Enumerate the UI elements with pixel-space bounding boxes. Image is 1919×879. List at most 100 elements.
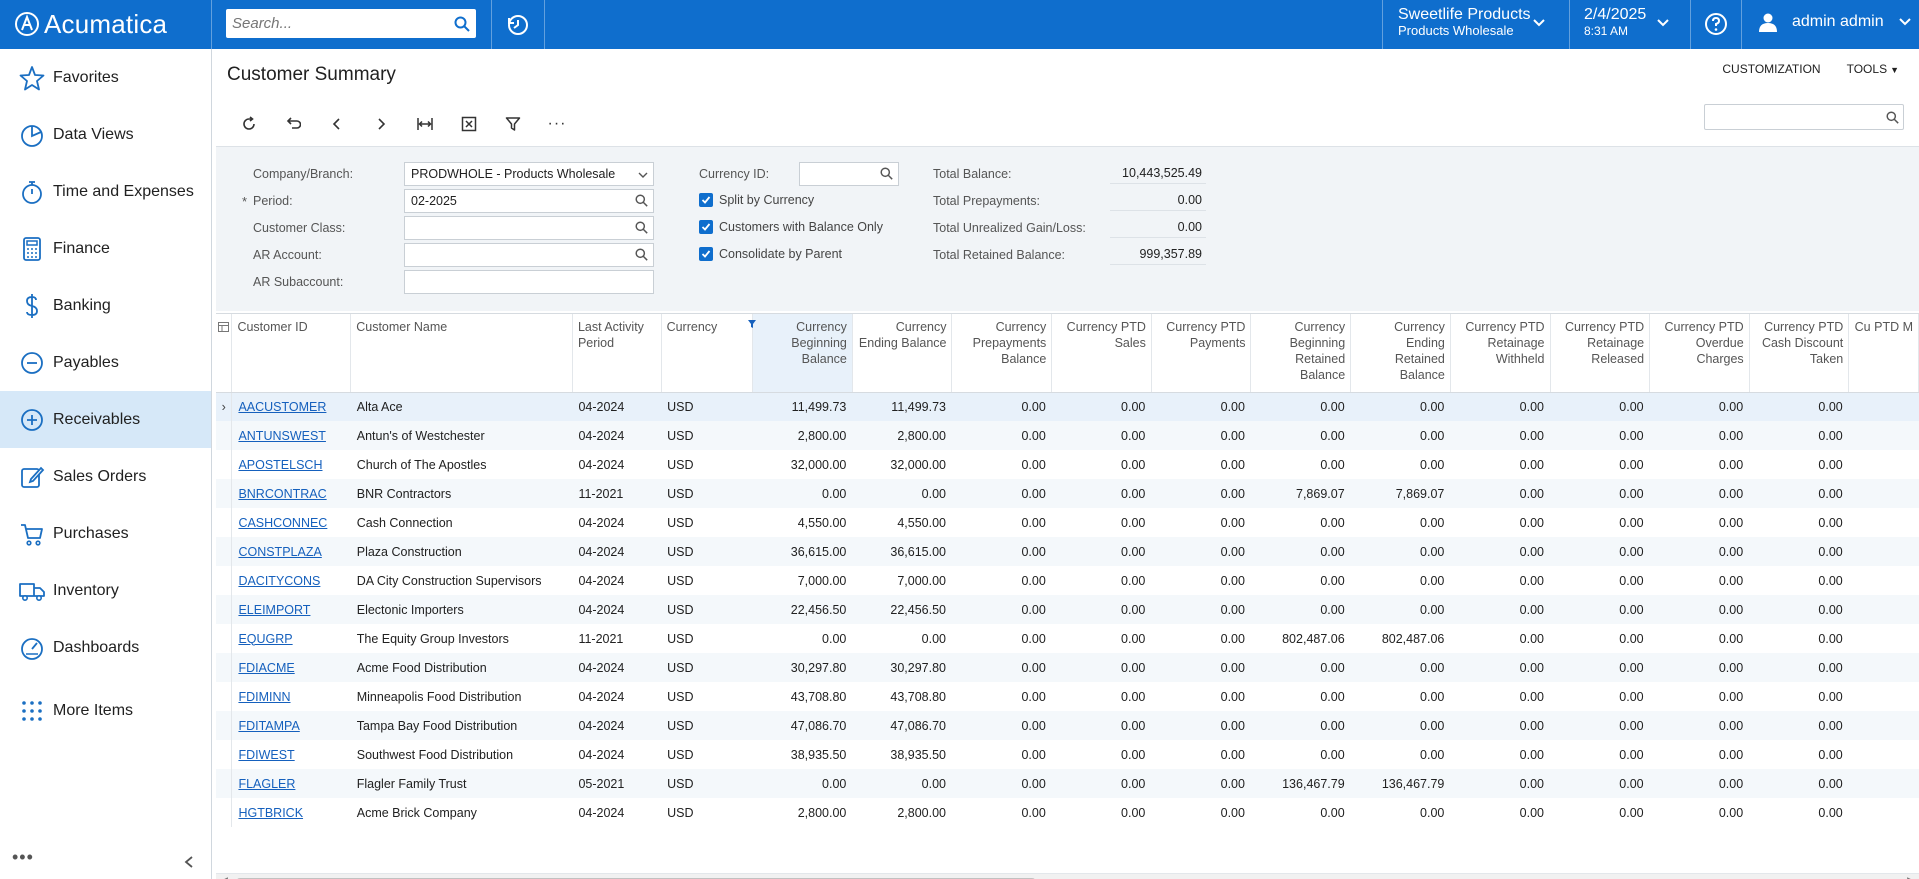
company-selector[interactable]: Sweetlife Products Products Wholesale [1398, 7, 1531, 39]
customer-id-link[interactable]: FDIWEST [238, 747, 295, 762]
customer-id-link[interactable]: FDIACME [231, 653, 351, 682]
search-icon[interactable] [635, 194, 648, 207]
row-selector[interactable] [216, 653, 233, 682]
table-row[interactable]: APOSTELSCH Church of The Apostles 04-2024 U… [216, 450, 1919, 479]
row-selector[interactable] [216, 450, 233, 479]
sidebar-item-dashboards[interactable]: Dashboards [0, 619, 211, 676]
table-row[interactable]: FDIMINN Minneapolis Food Distribution 04-2… [216, 682, 1919, 711]
row-selector[interactable] [216, 798, 233, 827]
column-header[interactable]: Currency PTD Payments [1151, 314, 1252, 393]
column-header[interactable]: Currency PTD Overdue Charges [1649, 314, 1750, 393]
table-row[interactable]: ANTUNSWEST Antun's of Westchester 04-2024 U… [216, 421, 1919, 450]
table-row[interactable]: FLAGLER Flagler Family Trust 05-2021 USD 0.0… [216, 769, 1919, 798]
column-header[interactable]: Last Activity Period [572, 314, 662, 393]
search-icon[interactable] [880, 167, 893, 180]
sidebar-item-favorites[interactable]: Favorites [0, 49, 211, 106]
row-selector[interactable] [216, 537, 233, 566]
undo-button[interactable] [271, 108, 315, 140]
global-search[interactable] [226, 9, 476, 38]
customer-id-link[interactable]: ELEIMPORT [231, 595, 351, 624]
row-selector[interactable] [216, 740, 233, 769]
export-excel-button[interactable] [447, 108, 491, 140]
row-selector-icon[interactable]: › [216, 392, 233, 421]
row-selector[interactable] [216, 566, 233, 595]
customer-class-field[interactable] [404, 216, 654, 240]
more-actions-button[interactable]: ··· [535, 108, 579, 140]
column-chooser-icon[interactable] [216, 314, 233, 393]
consolidate-by-parent-checkbox[interactable]: Consolidate by Parent [699, 247, 842, 261]
customer-id-link[interactable]: EQUGRP [238, 631, 293, 646]
table-row[interactable]: FDIWEST Southwest Food Distribution 04-202… [216, 740, 1919, 769]
row-selector[interactable] [216, 711, 233, 740]
sidebar-item-finance[interactable]: Finance [0, 220, 211, 277]
customer-id-link[interactable]: CONSTPLAZA [231, 537, 351, 566]
period-field[interactable]: 02-2025 [404, 189, 654, 213]
history-icon[interactable] [505, 12, 531, 38]
column-header[interactable]: Currency [661, 314, 757, 393]
table-row[interactable]: ELEIMPORT Electonic Importers 04-2024 USD 22… [216, 595, 1919, 624]
previous-button[interactable] [315, 108, 359, 140]
column-header[interactable]: Currency PTD Retainage Withheld [1450, 314, 1551, 393]
row-selector[interactable] [216, 769, 233, 798]
search-input[interactable] [226, 9, 448, 38]
horizontal-scrollbar[interactable]: ◀ ▶ [216, 873, 1919, 879]
column-header[interactable]: Currency Prepayments Balance [951, 314, 1053, 393]
table-row[interactable]: HGTBRICK Acme Brick Company 04-2024 USD 2,80… [216, 798, 1919, 827]
sidebar-item-sales-orders[interactable]: Sales Orders [0, 448, 211, 505]
ar-account-field[interactable] [404, 243, 654, 267]
row-selector[interactable] [216, 682, 233, 711]
sidebar-item-receivables[interactable]: Receivables [0, 391, 211, 448]
table-row[interactable]: FDIACME Acme Food Distribution 04-2024 USD 3… [216, 653, 1919, 682]
column-header[interactable]: Currency Beginning Balance [752, 314, 853, 393]
customer-id-link[interactable]: APOSTELSCH [238, 457, 323, 472]
customer-id-link[interactable]: AACUSTOMER [231, 392, 351, 421]
acumatica-logo[interactable]: Acumatica [14, 8, 167, 40]
sidebar-item-more-items[interactable]: More Items [0, 682, 211, 739]
customer-id-link[interactable]: FDITAMPA [231, 711, 351, 740]
column-header[interactable]: Customer Name [350, 314, 573, 393]
column-header[interactable]: Currency Ending Retained Balance [1350, 314, 1451, 393]
search-icon[interactable] [635, 248, 648, 261]
table-row[interactable]: CASHCONNEC Cash Connection 04-2024 USD 4,550… [216, 508, 1919, 537]
filter-icon[interactable] [748, 320, 757, 328]
table-row[interactable]: CONSTPLAZA Plaza Construction 04-2024 USD 36… [216, 537, 1919, 566]
search-icon[interactable] [448, 16, 476, 32]
row-selector[interactable] [216, 624, 233, 653]
company-branch-select[interactable]: PRODWHOLE - Products Wholesale [404, 162, 654, 186]
table-row[interactable]: FDITAMPA Tampa Bay Food Distribution 04-20… [216, 711, 1919, 740]
scroll-left-icon[interactable]: ◀ [221, 875, 228, 879]
sidebar-item-data-views[interactable]: Data Views [0, 106, 211, 163]
column-header[interactable]: Currency Ending Balance [852, 314, 953, 393]
customer-id-link[interactable]: FDIMINN [238, 689, 291, 704]
fit-columns-button[interactable] [403, 108, 447, 140]
currency-id-field[interactable] [799, 162, 899, 186]
sidebar-item-time-and-expenses[interactable]: Time and Expenses [0, 163, 211, 220]
customer-id-link[interactable]: BNRCONTRAC [231, 479, 351, 508]
scroll-right-icon[interactable]: ▶ [1907, 875, 1914, 879]
column-header[interactable]: Currency PTD Cash Discount Taken [1749, 314, 1850, 393]
row-selector[interactable] [216, 479, 233, 508]
table-row[interactable]: EQUGRP The Equity Group Investors 11-2021 U… [216, 624, 1919, 653]
grid-search-input[interactable] [1704, 104, 1904, 130]
customer-id-link[interactable]: FLAGLER [231, 769, 351, 798]
refresh-button[interactable] [227, 108, 271, 140]
sidebar-item-banking[interactable]: Banking [0, 277, 211, 334]
collapse-sidebar-icon[interactable] [183, 855, 195, 869]
customer-id-link[interactable]: CASHCONNEC [238, 515, 328, 530]
column-header[interactable]: Currency PTD Retainage Released [1550, 314, 1651, 393]
user-menu[interactable]: admin admin [1758, 12, 1912, 32]
customers-with-balance-checkbox[interactable]: Customers with Balance Only [699, 220, 883, 234]
customer-id-link[interactable]: ANTUNSWEST [231, 421, 351, 450]
business-date[interactable]: 2/4/2025 8:31 AM [1584, 7, 1646, 39]
chevron-down-icon[interactable] [1656, 18, 1670, 28]
split-by-currency-checkbox[interactable]: Split by Currency [699, 193, 814, 207]
sidebar-item-payables[interactable]: Payables [0, 334, 211, 391]
column-header[interactable]: Customer ID [231, 314, 352, 393]
column-header[interactable]: Cu PTD M [1848, 314, 1919, 393]
help-icon[interactable] [1704, 12, 1728, 39]
customer-id-link[interactable]: DACITYCONS [238, 573, 321, 588]
table-row[interactable]: › AACUSTOMER Alta Ace 04-2024 USD 11,499.73 11… [216, 392, 1919, 421]
next-button[interactable] [359, 108, 403, 140]
tools-menu[interactable]: TOOLS ▼ [1847, 62, 1899, 76]
table-row[interactable]: BNRCONTRAC BNR Contractors 11-2021 USD 0.00 0… [216, 479, 1919, 508]
